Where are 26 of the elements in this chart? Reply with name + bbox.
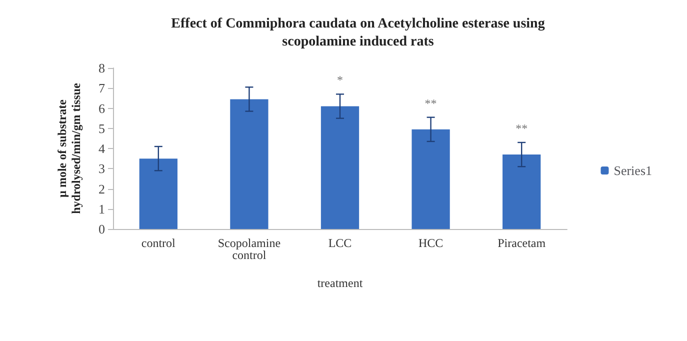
annotation: * (337, 73, 343, 88)
bar (230, 99, 268, 229)
y-tick-label: 5 (98, 120, 105, 136)
x-tick-label: LCC (328, 236, 352, 250)
bar (139, 158, 178, 229)
bar (412, 129, 450, 229)
chart-title: Effect of Commiphora caudata on Acetylcholine esterase using scopolamine induced rats (171, 16, 545, 50)
annotation: ** (424, 96, 437, 110)
y-tick-label: 1 (98, 201, 105, 216)
annotation: ** (516, 121, 528, 136)
y-tick-label: 2 (98, 181, 105, 196)
bar (320, 106, 360, 229)
legend-label: Series1 (614, 163, 652, 178)
y-tick-label: 8 (98, 60, 105, 76)
bar (502, 154, 541, 229)
x-tick-label: HCC (418, 236, 444, 250)
x-tick-label: Piracetam (498, 236, 546, 250)
y-tick-label: 6 (98, 100, 106, 116)
y-tick-label: 7 (98, 80, 106, 96)
x-tick-label: Scopolamine control (218, 236, 281, 262)
y-tick-label: 4 (98, 141, 106, 156)
y-tick-label: 0 (98, 222, 105, 236)
y-tick-label: 3 (98, 161, 105, 176)
y-axis-title: µ mole of substrate hydrolysed/min/gm tissue (55, 82, 83, 214)
x-tick-label: control (141, 236, 176, 250)
x-axis-title: treatment (317, 276, 364, 290)
